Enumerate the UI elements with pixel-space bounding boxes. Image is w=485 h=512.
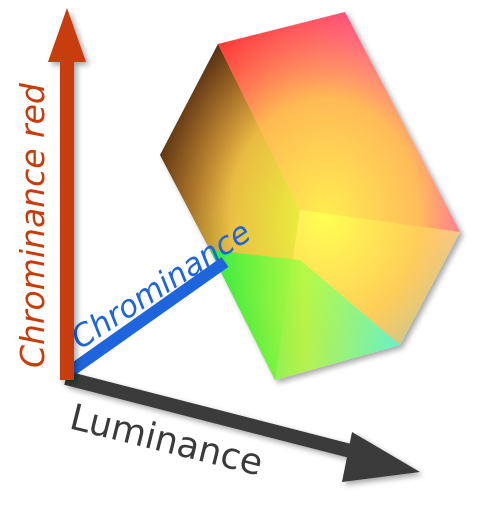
chrominance-red-axis bbox=[48, 8, 86, 380]
luminance-axis bbox=[64, 371, 420, 482]
luminance-arrowhead bbox=[342, 432, 420, 482]
cube-face-lower bbox=[210, 250, 400, 380]
luminance-axis-bar bbox=[64, 371, 372, 463]
red-arrowhead bbox=[48, 8, 86, 62]
chrominance-blue-axis: Chrominance bbox=[65, 214, 257, 375]
red-axis-bar bbox=[60, 52, 74, 380]
red-axis-label: Chrominance red bbox=[13, 82, 52, 368]
blue-axis-bar bbox=[68, 257, 229, 375]
rgb-cube bbox=[160, 12, 460, 380]
